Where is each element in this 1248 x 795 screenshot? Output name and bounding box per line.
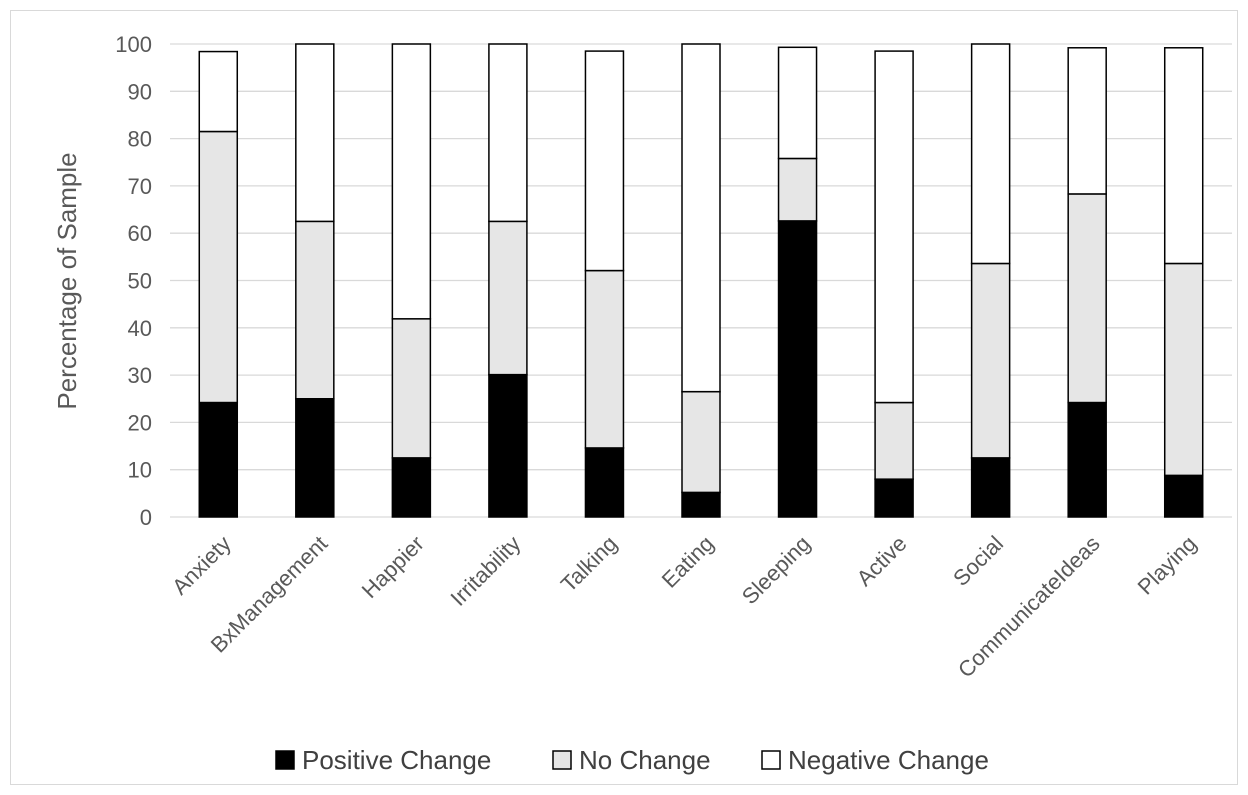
y-tick-label: 90	[128, 79, 152, 104]
bar-negative-change-social	[970, 43, 1011, 265]
bar-no-change-bxmanagement	[295, 220, 335, 400]
bars	[198, 43, 1204, 518]
bar-no-change-active	[874, 401, 914, 480]
bar-negative-change-bxmanagement	[295, 43, 335, 223]
x-tick-label: Playing	[1133, 531, 1202, 600]
x-tick-label: Talking	[556, 531, 622, 597]
legend-label: Positive Change	[302, 745, 491, 775]
x-tick-label: Social	[948, 531, 1008, 591]
bar-negative-change-eating	[681, 43, 721, 393]
x-tick-label: Active	[852, 531, 912, 591]
bar-no-change-anxiety	[198, 130, 239, 404]
bar-negative-change-irritability	[488, 43, 528, 223]
y-tick-label: 0	[140, 505, 152, 530]
y-axis-title: Percentage of Sample	[52, 152, 82, 409]
legend-label: No Change	[579, 745, 711, 775]
bar-no-change-playing	[1163, 262, 1204, 477]
y-tick-label: 10	[128, 458, 152, 483]
bar-positive-change-bxmanagement	[295, 398, 335, 518]
bar-no-change-eating	[681, 390, 721, 494]
bar-positive-change-happier	[391, 457, 432, 518]
bar-positive-change-social	[970, 457, 1011, 518]
x-tick-label: Eating	[657, 531, 719, 593]
legend: Positive Change No Change Negative Change	[275, 745, 989, 775]
legend-label: Negative Change	[788, 745, 989, 775]
bar-positive-change-playing	[1163, 474, 1204, 518]
bar-positive-change-eating	[681, 491, 721, 518]
x-tick-label: Anxiety	[167, 531, 236, 600]
x-tick-label: Sleeping	[737, 531, 815, 609]
y-tick-label: 20	[128, 410, 152, 435]
bar-positive-change-anxiety	[198, 401, 239, 518]
bar-no-change-talking	[584, 269, 625, 449]
x-tick-label: Happier	[357, 531, 429, 603]
bar-positive-change-talking	[584, 447, 625, 518]
bar-no-change-irritability	[488, 220, 528, 376]
y-tick-label: 60	[128, 221, 152, 246]
legend-swatch	[761, 750, 781, 770]
bar-negative-change-talking	[584, 50, 625, 272]
bar-no-change-happier	[391, 318, 432, 459]
bar-negative-change-playing	[1163, 47, 1204, 265]
bar-negative-change-anxiety	[198, 50, 239, 133]
y-tick-label: 100	[115, 32, 152, 57]
bar-positive-change-sleeping	[777, 220, 818, 518]
bar-no-change-communicateideas	[1067, 193, 1107, 404]
x-tick-label: Irritability	[446, 531, 526, 611]
bar-negative-change-communicateideas	[1067, 47, 1107, 195]
bar-negative-change-sleeping	[777, 46, 818, 160]
y-tick-label: 70	[128, 174, 152, 199]
bar-negative-change-happier	[391, 43, 432, 320]
bar-no-change-social	[970, 262, 1011, 459]
y-tick-label: 80	[128, 127, 152, 152]
bar-positive-change-irritability	[488, 373, 528, 518]
y-tick-label: 50	[128, 269, 152, 294]
y-axis-ticks: 0 10 20 30 40 50 60 70 80 90 100	[115, 32, 152, 530]
bar-no-change-sleeping	[777, 157, 818, 222]
legend-swatch	[275, 750, 295, 770]
y-tick-label: 40	[128, 316, 152, 341]
bar-negative-change-active	[874, 50, 914, 404]
y-tick-label: 30	[128, 363, 152, 388]
legend-swatch	[552, 750, 572, 770]
bar-positive-change-active	[874, 478, 914, 518]
bar-positive-change-communicateideas	[1067, 401, 1107, 518]
